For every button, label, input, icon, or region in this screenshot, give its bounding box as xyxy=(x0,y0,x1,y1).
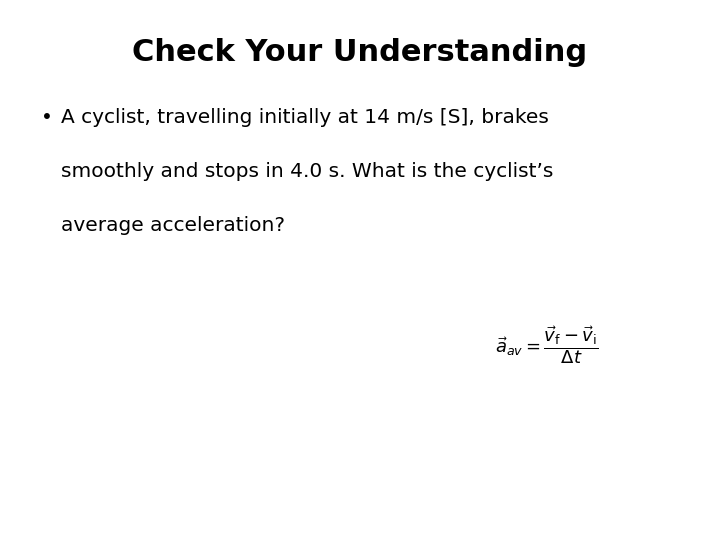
Text: •: • xyxy=(41,108,53,127)
Text: average acceleration?: average acceleration? xyxy=(61,216,285,235)
Text: Check Your Understanding: Check Your Understanding xyxy=(132,38,588,67)
Text: $\vec{a}_{av} = \dfrac{\vec{v}_{\mathrm{f}} - \vec{v}_{\mathrm{i}}}{\Delta t}$: $\vec{a}_{av} = \dfrac{\vec{v}_{\mathrm{… xyxy=(495,325,599,366)
Text: smoothly and stops in 4.0 s. What is the cyclist’s: smoothly and stops in 4.0 s. What is the… xyxy=(61,162,554,181)
Text: A cyclist, travelling initially at 14 m/s [S], brakes: A cyclist, travelling initially at 14 m/… xyxy=(61,108,549,127)
